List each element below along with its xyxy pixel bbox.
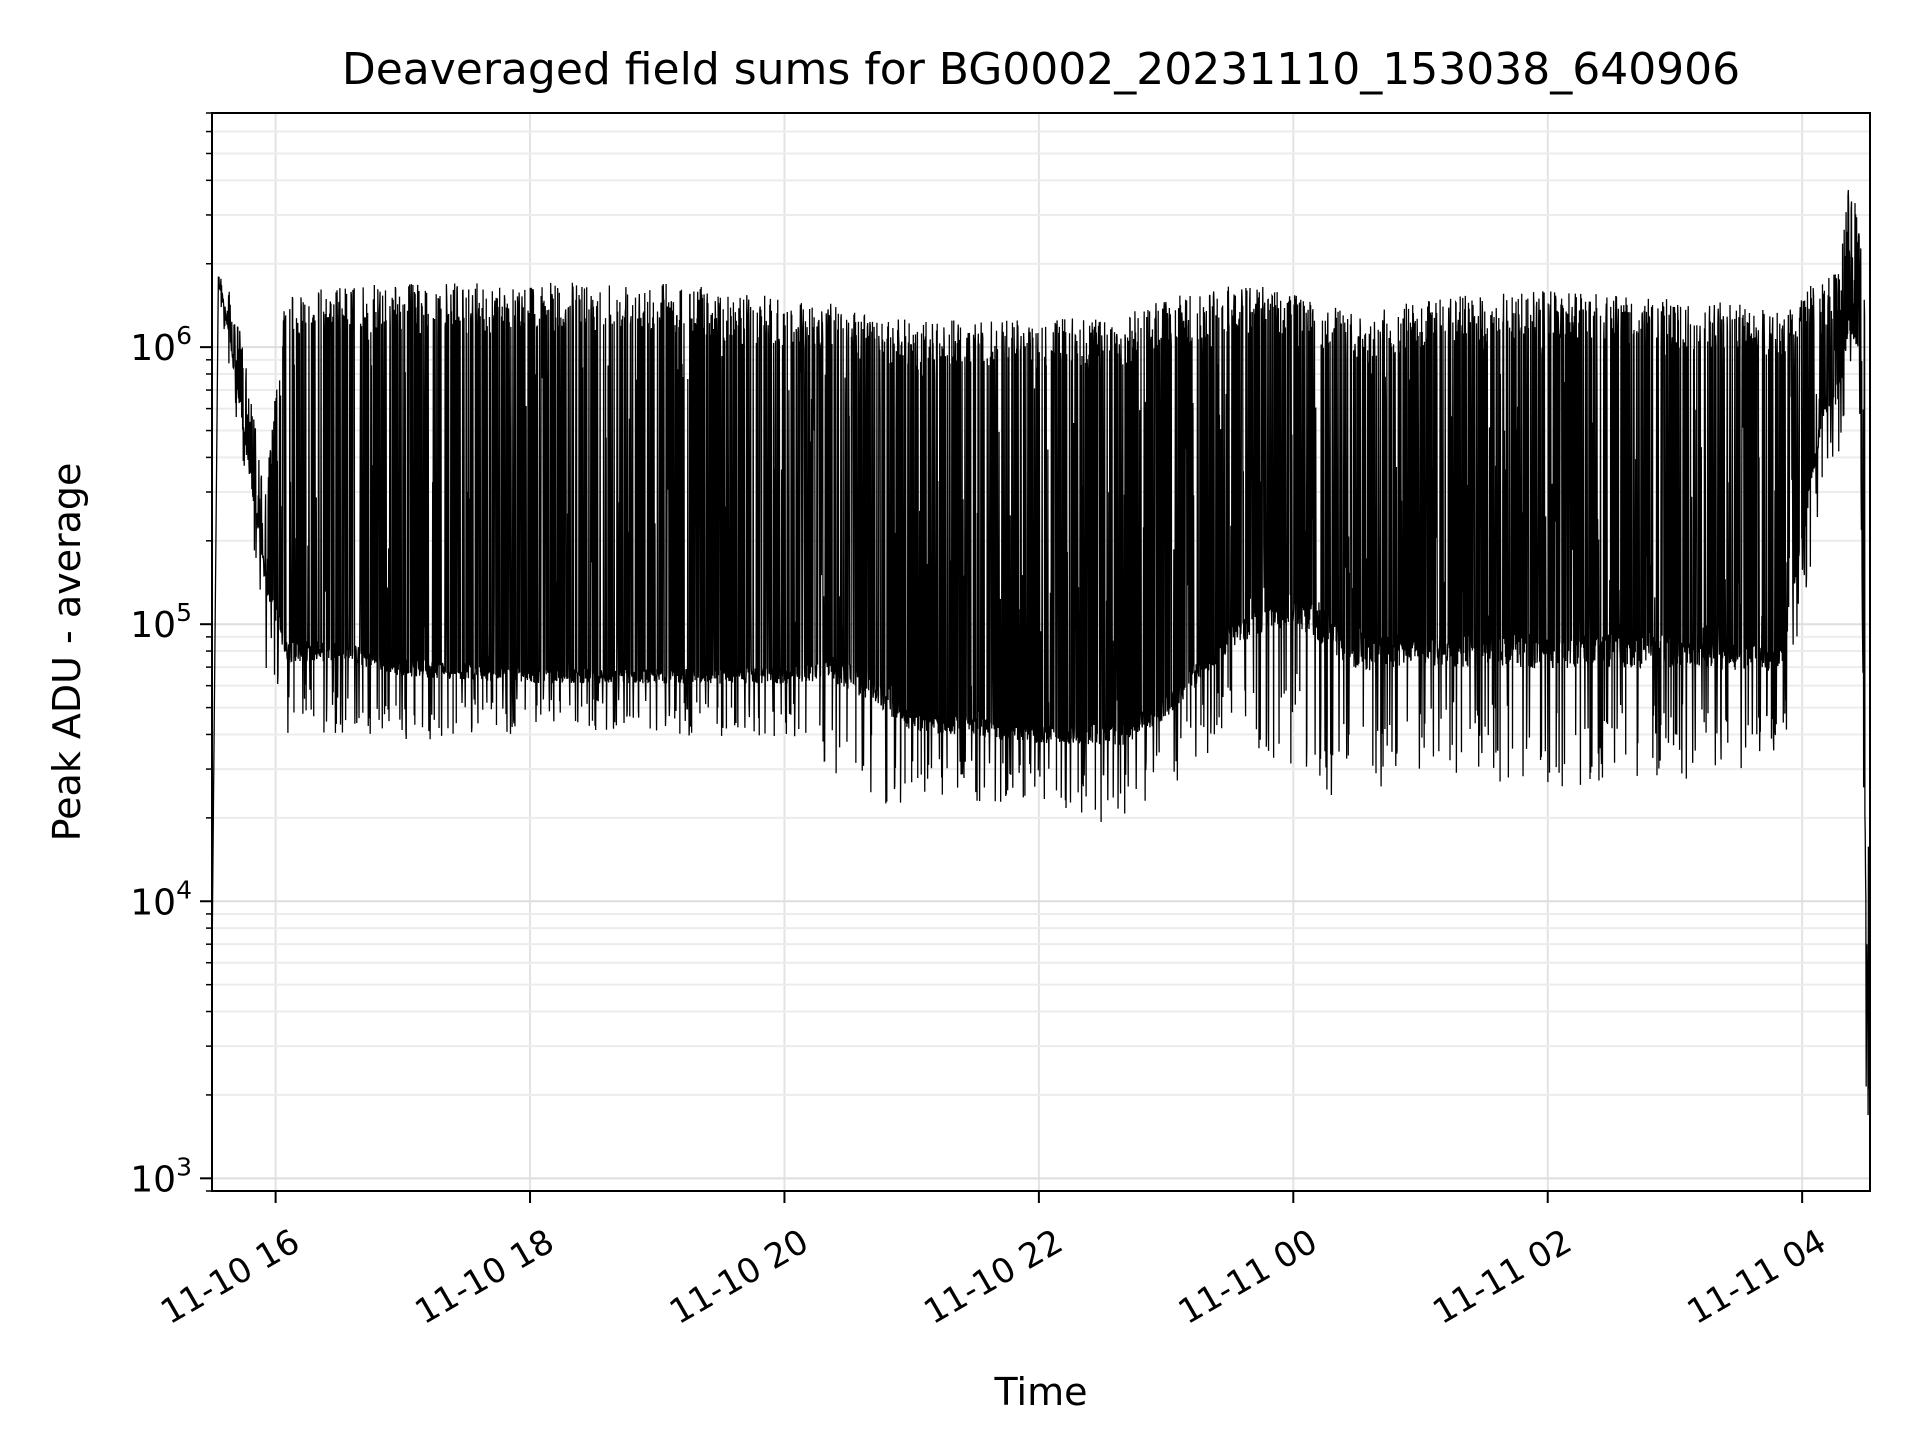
axes-frame (211, 112, 1871, 1192)
y-axis: 103 104 105 106 (130, 112, 212, 1200)
y-axis-label: Peak ADU - average (45, 463, 89, 842)
chart-title: Deaveraged field sums for BG0002_2023111… (342, 44, 1740, 95)
y-tick-label: 104 (130, 875, 192, 923)
series-line (212, 190, 1870, 1147)
plot-area (212, 190, 1870, 1147)
y-tick-label: 103 (130, 1152, 192, 1200)
series-path (212, 190, 1870, 1147)
y-tick-label: 105 (130, 598, 192, 646)
y-tick-label: 106 (130, 321, 192, 369)
x-axis-label: Time (994, 1370, 1088, 1414)
